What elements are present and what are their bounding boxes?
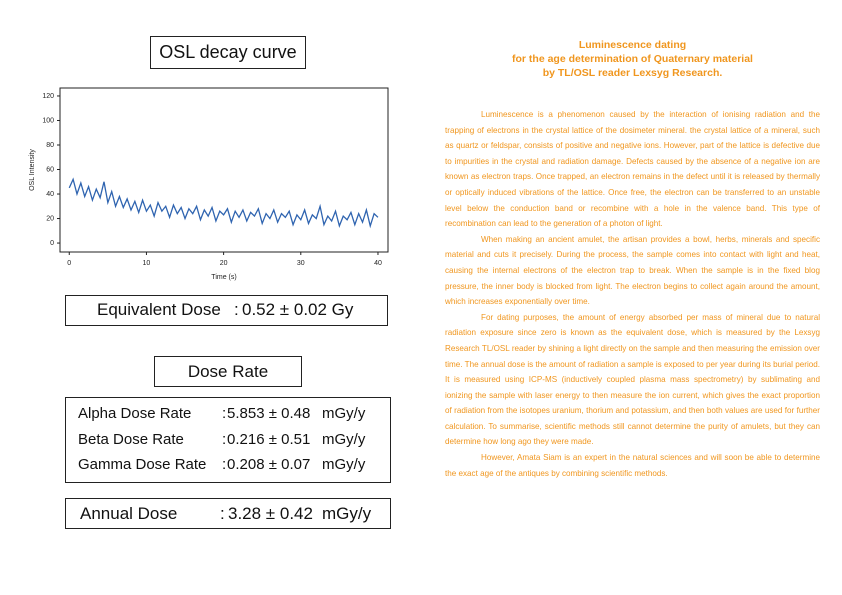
y-tick-label: 40	[46, 191, 54, 198]
equivalent-dose-box: Equivalent Dose : 0.52 ± 0.02 Gy	[65, 295, 388, 326]
chart: 0 20 40 60 80 100 120 0 10 20 30 40 Time (s) OSL Inte…	[29, 87, 389, 281]
y-tick-label: 80	[46, 142, 54, 149]
y-tick-label: 20	[46, 215, 54, 222]
unit: mGy/y	[322, 456, 366, 473]
x-axis-label: Time (s)	[211, 274, 236, 281]
x-tick-label: 0	[67, 260, 71, 267]
dose-rate-box: Alpha Dose Rate:5.853 ± 0.48 mGy/y Beta Do…	[65, 397, 391, 483]
y-tick-label: 120	[42, 93, 54, 100]
title-line: by TL/OSL reader Lexsyg Research.	[542, 67, 723, 79]
label: Beta Dose Rate	[78, 430, 184, 448]
label: Annual Dose	[80, 504, 178, 523]
value: 3.28 ± 0.42	[228, 504, 313, 523]
paragraph: However, Amata Siam is an expert in the …	[445, 453, 820, 478]
y-tick-label: 100	[42, 117, 54, 124]
unit: mGy/y	[322, 405, 366, 422]
value: 0.52 ± 0.02 Gy	[242, 300, 354, 319]
label: Equivalent Dose	[97, 300, 221, 319]
article: Luminescence dating for the age determina…	[445, 38, 820, 481]
separator: :	[222, 405, 227, 422]
label: Gamma Dose Rate	[78, 456, 207, 473]
separator: :	[222, 430, 227, 448]
x-tick-label: 40	[374, 260, 382, 267]
paragraph: When making an ancient amulet, the artis…	[445, 234, 820, 307]
dose-rate-title: Dose Rate	[187, 362, 269, 381]
unit: mGy/y	[322, 430, 366, 448]
title-line: Luminescence dating	[578, 39, 687, 51]
value: 5.853 ± 0.48	[227, 405, 311, 422]
value: 0.216 ± 0.51	[227, 430, 311, 448]
value: 0.208 ± 0.07	[227, 456, 311, 473]
title-line: for the age determination of Quaternary …	[512, 53, 753, 65]
data-line	[68, 177, 379, 229]
chart-title: OSL decay curve	[159, 42, 297, 62]
paragraph: Luminescence is a phenomenon caused by t…	[445, 110, 820, 229]
y-tick-label: 0	[50, 240, 54, 247]
x-tick-label: 10	[143, 260, 151, 267]
unit: mGy/y	[322, 504, 372, 523]
separator: :	[222, 456, 227, 473]
x-tick-label: 20	[220, 260, 228, 267]
x-tick-label: 30	[297, 260, 305, 267]
separator: :	[234, 300, 239, 319]
plot-frame	[59, 87, 389, 253]
paragraph: For dating purposes, the amount of energ…	[445, 312, 820, 447]
article-body: Luminescence is a phenomenon caused by t…	[445, 107, 820, 481]
chart-title-box: OSL decay curve	[150, 36, 306, 69]
label: Alpha Dose Rate	[78, 405, 192, 422]
y-tick-label: 60	[46, 166, 54, 173]
dose-rate-title-box: Dose Rate	[154, 356, 302, 387]
separator: :	[220, 504, 225, 523]
article-title: Luminescence dating for the age determina…	[445, 38, 820, 80]
annual-dose-box: Annual Dose : 3.28 ± 0.42 mGy/y	[65, 498, 391, 529]
y-axis-label: OSL Intensity	[29, 149, 36, 191]
